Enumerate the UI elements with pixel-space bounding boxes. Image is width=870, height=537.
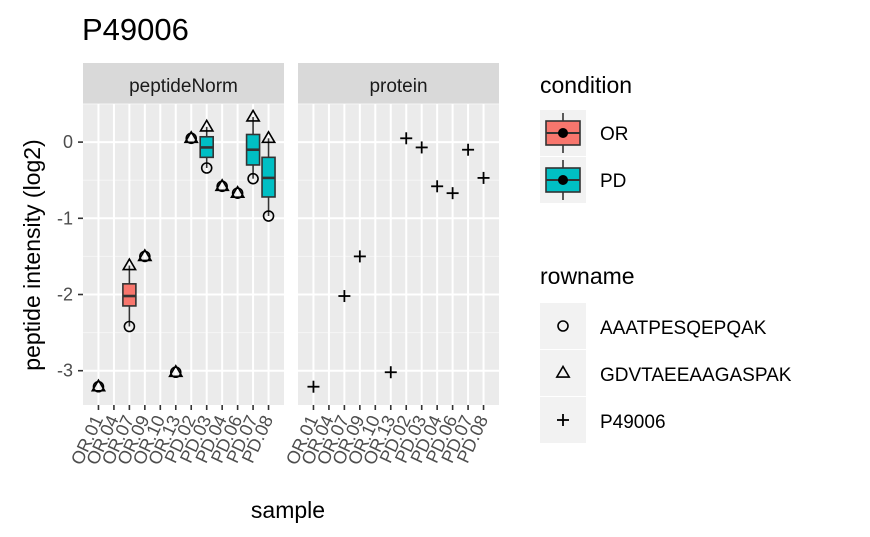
legend-key-OR: OR [540,110,629,156]
legend-key-AAATPESQEPQAK: AAATPESQEPQAK [540,303,767,349]
box-PD.08 [261,138,276,217]
data-point [415,141,428,154]
legend-label: PD [600,171,626,192]
legend-key-shape [557,414,569,426]
chart-title: P49006 [82,12,189,47]
data-point [431,180,444,193]
data-point [353,250,366,263]
legend-key-PD: PD [540,157,626,203]
data-point [168,364,184,378]
y-tick-label: -1 [57,208,73,228]
legend-label: P49006 [600,412,666,433]
legend-key-point [558,128,568,138]
legend-key-bg [540,350,586,396]
legend-key-bg [540,303,586,349]
data-point [214,178,230,192]
legend-condition: condition OR PD [540,72,632,203]
facet-strip [83,63,284,104]
data-point [446,187,459,200]
legend-key-GDVTAEEAAGASPAK: GDVTAEEAAGASPAK [540,350,792,396]
legend: condition OR PD rowname AAATPESQEPQAK GDVTAEE… [540,72,792,443]
legend-key-shape [557,320,569,332]
data-point [338,290,351,303]
facet-strip-label: protein [369,76,427,97]
legend-label: GDVTAEEAAGASPAK [600,365,792,386]
y-axis-label: peptide intensity (log2) [19,139,45,370]
facet-panels: peptideNormOR.01OR.04OR.07OR.09OR.10OR.1… [57,63,499,468]
legend-title-condition: condition [540,72,632,98]
data-point [199,118,215,132]
data-point [260,130,277,144]
facet-panel-protein: proteinOR.01OR.04OR.07OR.09OR.10OR.13PD.… [282,63,499,468]
data-point [477,171,490,184]
legend-key-shape [555,364,571,378]
y-tick-label: 0 [63,132,73,152]
data-point [230,185,246,198]
data-point [307,380,320,393]
facet-panel-peptideNorm: peptideNormOR.01OR.04OR.07OR.09OR.10OR.1… [67,63,284,468]
box-OR.07 [122,265,137,327]
data-point [183,130,199,144]
box-PD.07 [245,116,261,179]
legend-key-P49006: P49006 [540,397,666,443]
data-point [90,378,107,392]
data-point [245,108,261,122]
data-point [462,143,475,156]
legend-key-point [558,175,568,185]
data-point [384,366,397,379]
data-point [200,162,213,174]
panel-background [298,104,499,405]
facet-strip-label: peptideNorm [129,76,238,97]
data-point [262,210,275,222]
data-point [400,132,413,145]
facet-strip [298,63,499,104]
legend-title-rowname: rowname [540,263,635,289]
data-point [247,172,259,185]
legend-label: OR [600,124,629,145]
y-tick-label: -2 [57,285,73,305]
x-axis-label: sample [251,497,325,523]
data-point [137,248,153,262]
legend-label: AAATPESQEPQAK [600,318,767,339]
data-point [123,320,136,333]
legend-rowname: rowname AAATPESQEPQAK GDVTAEEAAGASPAK P4900… [540,263,792,443]
y-axis: 0 -1 -2 -3 [57,132,83,381]
y-tick-label: -3 [57,361,73,381]
data-point [121,257,137,271]
